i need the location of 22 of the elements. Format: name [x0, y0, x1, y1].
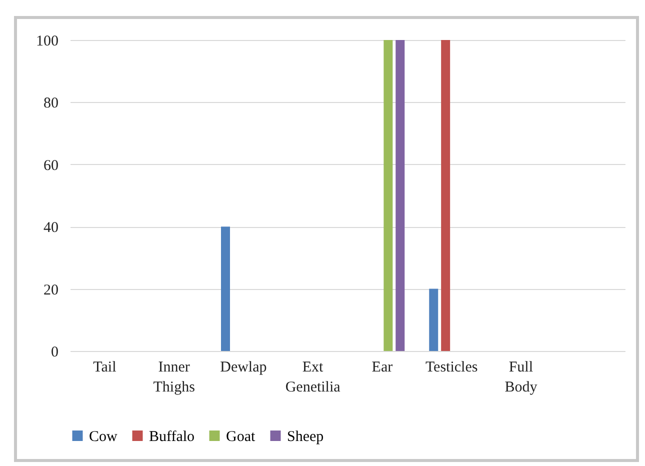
legend-label: Sheep — [287, 428, 324, 445]
x-tick-label: Testicles — [425, 360, 478, 376]
y-tick-label: 60 — [44, 158, 58, 174]
y-tick-label: 80 — [44, 96, 58, 112]
y-tick-label: 40 — [44, 220, 58, 236]
x-tick-label: Ear — [372, 360, 393, 376]
y-tick-label: 100 — [36, 34, 58, 50]
x-tick-label: Ext Genetilia — [285, 360, 341, 396]
x-tick-label: Dewlap — [220, 360, 267, 376]
bar — [220, 226, 230, 351]
bar — [441, 40, 450, 351]
x-tick-label: Full Body — [504, 360, 538, 396]
legend-label: Cow — [89, 428, 118, 445]
x-tick-label: Inner Thighs — [153, 360, 196, 396]
bar — [429, 288, 438, 351]
legend-label: Goat — [226, 428, 256, 445]
y-tick-label: 0 — [51, 344, 58, 360]
bar — [396, 40, 405, 351]
legend-label: Buffalo — [149, 428, 195, 445]
x-tick-label: Tail — [93, 360, 116, 376]
y-tick-label: 20 — [44, 282, 58, 298]
bar — [384, 40, 393, 351]
